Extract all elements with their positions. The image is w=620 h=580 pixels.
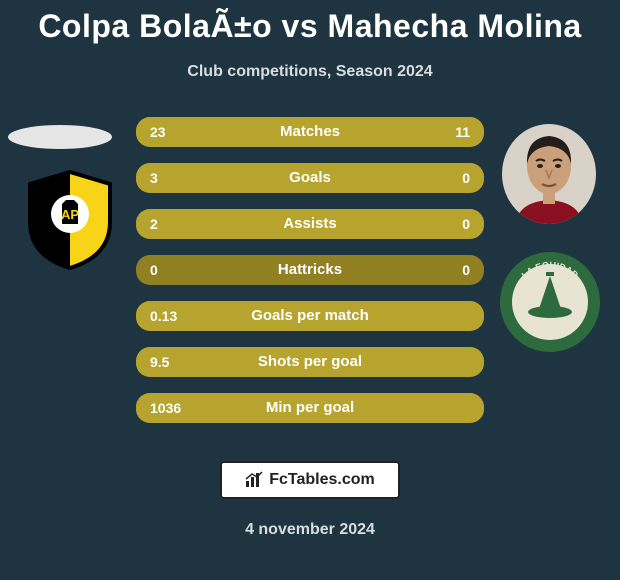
stat-bar-left [136, 163, 484, 193]
comparison-card: Colpa BolaÃ±o vs Mahecha Molina Club com… [0, 0, 620, 580]
stat-value-right: 0 [462, 255, 470, 285]
fctables-logo: FcTables.com [220, 461, 400, 499]
page-title: Colpa BolaÃ±o vs Mahecha Molina [0, 8, 620, 45]
stat-bar-left [136, 347, 484, 377]
stat-row: Matches2311 [136, 117, 484, 147]
stat-row: Hattricks0 0 [136, 255, 484, 285]
stat-bar-left [136, 117, 373, 147]
stat-bar-left [136, 393, 484, 423]
footer-text: FcTables.com [269, 471, 375, 489]
stat-row: Goals30 [136, 163, 484, 193]
stat-row: Shots per goal9.5 [136, 347, 484, 377]
stat-row: Min per goal1036 [136, 393, 484, 423]
subtitle: Club competitions, Season 2024 [0, 63, 620, 81]
stat-row: Assists20 [136, 209, 484, 239]
stat-label: Hattricks [136, 255, 484, 285]
stat-bar-right [373, 117, 484, 147]
date-text: 4 november 2024 [0, 521, 620, 539]
chart-icon [245, 471, 263, 489]
stat-bar-left [136, 209, 484, 239]
stat-value-left: 0 [150, 255, 158, 285]
stats-area: Matches2311 Goals30 Assists20 Hattricks0 0 Go… [0, 117, 620, 447]
stat-bars: Matches2311 Goals30 Assists20 Hattricks0 0 Go… [136, 117, 484, 439]
stat-bar-left [136, 301, 484, 331]
stat-row: Goals per match0.13 [136, 301, 484, 331]
